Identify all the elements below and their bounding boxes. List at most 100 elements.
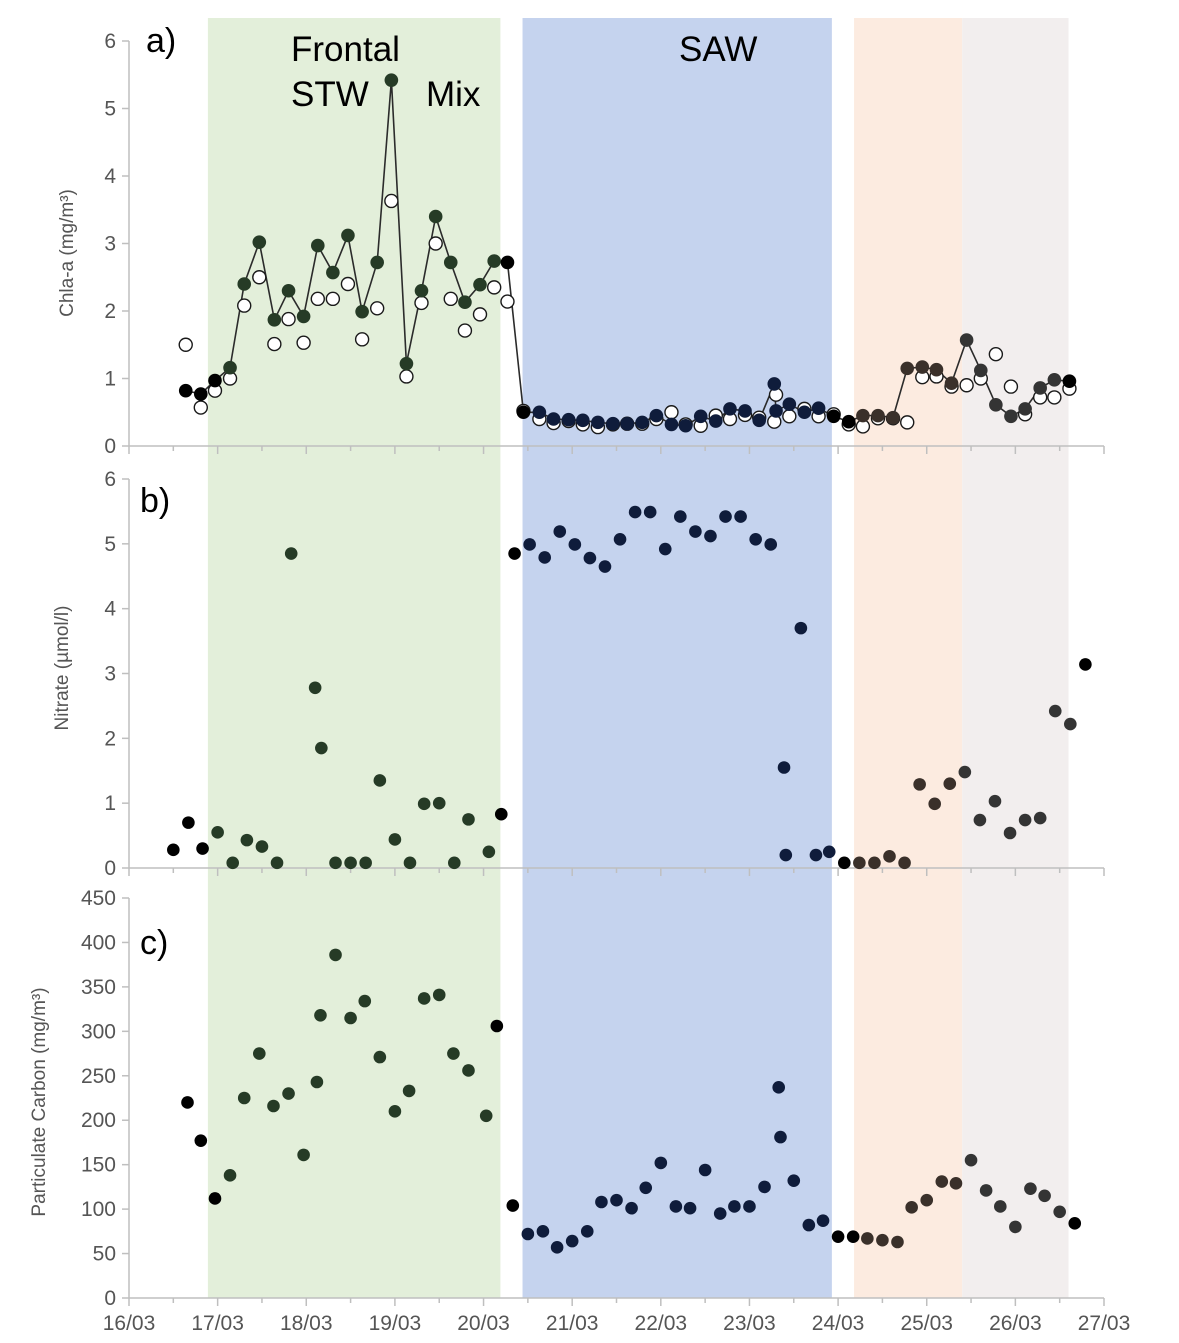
region-band-4 (962, 18, 1069, 1298)
nitrate-point (777, 761, 791, 774)
y-tick-label: 6 (104, 468, 116, 491)
region-band-3 (854, 18, 963, 1298)
chla-open-point (310, 291, 325, 307)
chla-filled-point (944, 376, 959, 391)
chla-open-point (340, 276, 356, 292)
carbon-point (402, 1084, 416, 1098)
nitrate-point (494, 807, 508, 821)
nitrate-point (417, 797, 431, 811)
carbon-point (1009, 1220, 1022, 1234)
carbon-point (1038, 1189, 1051, 1203)
carbon-point (373, 1050, 387, 1064)
chla-filled-point (767, 377, 782, 391)
carbon-point (774, 1130, 787, 1144)
nitrate-point (447, 856, 461, 870)
chla-filled-point (296, 309, 311, 324)
y-tick-label: 3 (104, 233, 116, 256)
chla-filled-point (649, 408, 664, 423)
x-tick-label: 27/03 (1078, 1312, 1131, 1335)
chla-axes: 0 1 2 3 4 5 6 (104, 30, 1105, 458)
chla-open-point (900, 415, 915, 430)
nitrate-point (432, 796, 446, 810)
carbon-point (876, 1233, 889, 1247)
chla-filled-point (546, 412, 561, 426)
carbon-points (181, 948, 1082, 1254)
chla-open-point (500, 294, 515, 309)
nitrate-point (359, 856, 372, 870)
chla-open-point (472, 307, 488, 322)
nitrate-points (167, 505, 1092, 870)
carbon-point (669, 1200, 683, 1213)
nitrate-point (704, 529, 717, 543)
carbon-point (237, 1091, 251, 1105)
chla-filled-point (516, 405, 531, 420)
chla-filled-point (959, 333, 974, 347)
chla-open-point (296, 335, 311, 350)
carbon-point (521, 1227, 535, 1241)
carbon-point (344, 1011, 357, 1025)
carbon-point (1068, 1217, 1082, 1230)
carbon-point (432, 988, 446, 1002)
chla-open-point (354, 332, 370, 347)
chla-filled-point (428, 209, 443, 224)
nitrate-point (1079, 658, 1092, 671)
chla-filled-point (871, 408, 885, 423)
panel-label-a: a) (146, 22, 176, 60)
carbon-point (536, 1225, 550, 1238)
carbon-point (935, 1175, 949, 1188)
carbon-point (490, 1019, 504, 1033)
chla-open-point (959, 378, 974, 393)
chla-filled-point (856, 408, 870, 423)
chla-filled-point (678, 418, 693, 433)
chla-filled-point (782, 397, 797, 411)
carbon-point (802, 1218, 816, 1232)
y-tick-label: 50 (93, 1243, 116, 1266)
carbon-point (920, 1193, 934, 1207)
nitrate-point (898, 856, 911, 870)
chla-filled-point (237, 277, 252, 291)
carbon-point (417, 992, 431, 1005)
chla-filled-point (826, 409, 841, 424)
nitrate-point (883, 850, 896, 863)
nitrate-point (943, 777, 957, 791)
x-tick-label: 26/03 (989, 1312, 1042, 1335)
carbon-point (506, 1199, 520, 1212)
chla-open-point (252, 270, 267, 285)
chla-filled-point (399, 356, 414, 371)
chla-filled-point (178, 383, 193, 398)
carbon-panel: 0 50 100 150 200 250 300 350 400 450 16/03 17/03 18/… (29, 887, 1130, 1335)
chla-filled-point (900, 361, 915, 376)
nitrate-point (373, 774, 387, 787)
chla-filled-point (223, 360, 237, 375)
nitrate-point (779, 848, 793, 862)
carbon-point (595, 1195, 608, 1209)
chla-open-point (193, 400, 208, 415)
nitrate-point (315, 741, 328, 755)
nitrate-point (583, 551, 597, 565)
carbon-point (223, 1169, 237, 1182)
chla-filled-points (178, 73, 1077, 433)
y-tick-label: 400 (81, 931, 116, 954)
nitrate-point (568, 538, 582, 551)
chla-open-point (384, 193, 399, 209)
chla-open-point (414, 295, 429, 311)
x-tick-label: 17/03 (191, 1312, 244, 1335)
nitrate-point (613, 532, 627, 546)
nitrate-point (719, 510, 732, 523)
carbon-point (861, 1232, 874, 1245)
carbon-point (713, 1207, 727, 1220)
nitrate-point (255, 840, 269, 853)
chla-filled-point (841, 414, 856, 429)
nitrate-point (182, 816, 195, 829)
carbon-point (698, 1163, 712, 1177)
carbon-point (1024, 1182, 1037, 1195)
y-tick-label: 5 (104, 98, 116, 121)
y-tick-label: 450 (81, 887, 116, 910)
chla-open-point (281, 311, 296, 327)
chla-filled-point (620, 416, 634, 431)
chla-filled-point (738, 404, 752, 418)
nitrate-point (837, 856, 851, 870)
region-label-stw: STW (291, 75, 369, 114)
carbon-point (314, 1009, 327, 1022)
chla-filled-point (886, 410, 900, 425)
